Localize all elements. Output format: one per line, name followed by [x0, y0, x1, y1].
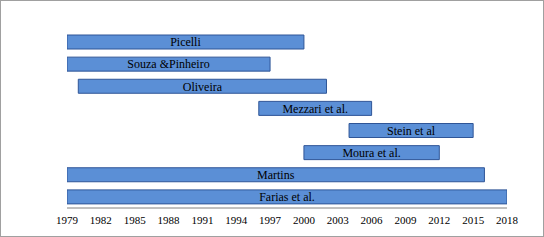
svg-text:Moura et al.: Moura et al.	[342, 146, 400, 160]
svg-text:2006: 2006	[361, 214, 384, 226]
svg-text:2018: 2018	[496, 214, 519, 226]
svg-text:Stein et al: Stein et al	[387, 124, 436, 138]
svg-text:2009: 2009	[394, 214, 417, 226]
svg-text:2015: 2015	[462, 214, 485, 226]
svg-text:2012: 2012	[428, 214, 450, 226]
svg-text:1997: 1997	[259, 214, 282, 226]
svg-text:Mezzari et al.: Mezzari et al.	[282, 102, 348, 116]
svg-text:1982: 1982	[90, 214, 112, 226]
svg-text:2003: 2003	[327, 214, 350, 226]
svg-text:1985: 1985	[124, 214, 147, 226]
svg-text:1979: 1979	[56, 214, 79, 226]
svg-text:1991: 1991	[191, 214, 213, 226]
svg-text:Oliveira: Oliveira	[183, 80, 223, 94]
svg-text:Martins: Martins	[257, 168, 295, 182]
svg-text:1988: 1988	[158, 214, 181, 226]
svg-text:Souza &Pinheiro: Souza &Pinheiro	[127, 57, 209, 71]
svg-text:Picelli: Picelli	[170, 35, 201, 49]
svg-text:Farias et al.: Farias et al.	[259, 190, 315, 204]
svg-text:2000: 2000	[293, 214, 316, 226]
svg-text:1994: 1994	[225, 214, 248, 226]
